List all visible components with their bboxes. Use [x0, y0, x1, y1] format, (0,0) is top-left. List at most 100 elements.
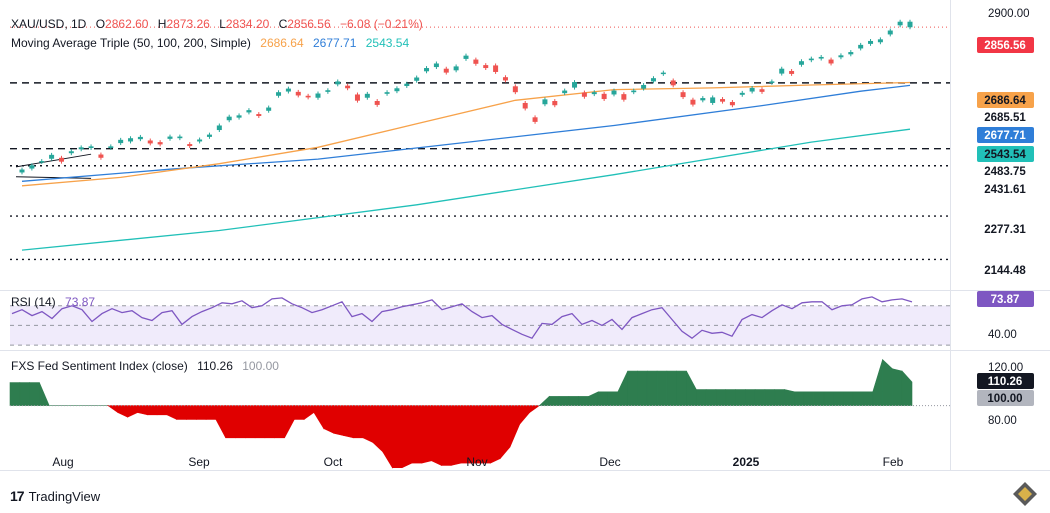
candle	[710, 97, 716, 103]
x-tick-label-Dec: Dec	[599, 455, 620, 469]
candle	[29, 165, 35, 169]
fed-area-segment	[333, 405, 344, 436]
candle	[493, 65, 499, 72]
fed-area-segment	[519, 405, 530, 425]
y-tick-label: 2900.00	[988, 8, 1030, 20]
fed-baseline-badge-bg	[977, 390, 1034, 406]
candle	[591, 92, 597, 95]
level-badge-5: 2144.48	[977, 262, 1034, 278]
fed-area-segment	[421, 405, 432, 464]
candle	[88, 146, 94, 148]
ma50-badge-bg	[977, 92, 1034, 108]
fed-y-tick-label: 120.00	[988, 362, 1023, 374]
level-badge-1-text: 2685.51	[984, 112, 1026, 124]
fed-area-segment	[637, 370, 648, 406]
fed-area-segment	[656, 370, 668, 406]
candle	[621, 94, 627, 100]
fed-area-segment	[578, 396, 589, 406]
fed-area-segment	[754, 389, 766, 406]
candle	[473, 59, 479, 64]
candle	[295, 91, 301, 96]
fed-area-segment	[509, 405, 521, 448]
fed-area-segment	[225, 405, 236, 439]
candle	[660, 72, 666, 75]
ma100-badge: 2677.71	[977, 127, 1034, 143]
fed-area-segment	[29, 382, 40, 406]
fed-area-segment	[784, 389, 795, 406]
candle	[394, 88, 400, 92]
candle	[167, 136, 173, 139]
x-tick-label-Oct: Oct	[324, 455, 343, 469]
candle	[601, 93, 607, 100]
candle	[611, 90, 617, 95]
fed-area-segment	[548, 396, 560, 406]
fed-area-segment	[176, 405, 187, 420]
x-tick-label-Feb: Feb	[883, 455, 904, 469]
candle	[818, 56, 824, 59]
ma100-line	[21, 84, 911, 182]
candle	[177, 136, 183, 139]
candle	[226, 116, 232, 121]
tradingview-brand[interactable]: 17 TradingView	[10, 488, 100, 504]
symbol-label[interactable]: XAU/USD, 1D	[11, 17, 87, 31]
ma200-badge: 2543.54	[977, 146, 1034, 162]
candle	[907, 21, 913, 28]
ma100-badge-text: 2677.71	[984, 130, 1026, 142]
ma50-value: 2686.64	[260, 36, 304, 50]
candle	[542, 99, 548, 105]
ma100-badge-bg	[977, 127, 1034, 143]
candle	[897, 21, 903, 26]
candle	[19, 169, 25, 173]
candle	[364, 93, 370, 98]
fed-area-segment	[499, 405, 511, 460]
fed-area-segment	[833, 391, 844, 406]
candle	[78, 147, 84, 150]
level-badge-2-text: 2483.75	[984, 166, 1026, 178]
candle	[276, 92, 282, 96]
fed-area-segment	[715, 389, 727, 406]
level-badge-2: 2483.75	[977, 163, 1034, 179]
candle	[443, 68, 449, 73]
fed-value: 110.26	[197, 359, 233, 373]
price-change: −6.08 (−0.21%)	[340, 17, 423, 31]
ohlc-low: L2834.20	[219, 17, 270, 31]
fed-area-segment	[146, 405, 158, 416]
fed-area-segment	[215, 405, 226, 438]
ma50-badge-text: 2686.64	[984, 95, 1026, 107]
candle	[868, 40, 874, 44]
level-badge-4: 2277.31	[977, 221, 1034, 237]
fed-badge-bg	[977, 373, 1034, 389]
fed-y-tick-label: 80.00	[988, 415, 1017, 427]
candle	[374, 101, 380, 105]
ma-indicator-label[interactable]: Moving Average Triple (50, 100, 200, Sim…	[11, 36, 251, 50]
fed-area-segment	[696, 389, 707, 406]
candle	[838, 55, 844, 58]
ohlc-high: H2873.26	[157, 17, 210, 31]
fed-area-segment	[372, 405, 383, 453]
fed-indicator-label[interactable]: FXS Fed Sentiment Index (close)	[11, 359, 188, 373]
last-price-badge-text: 2856.56	[984, 40, 1026, 52]
candle	[266, 107, 272, 111]
candle	[522, 102, 528, 109]
fed-area-segment	[705, 389, 717, 406]
rsi-band	[10, 305, 950, 346]
fed-area-segment	[852, 391, 864, 406]
candle	[808, 58, 814, 61]
candle	[424, 68, 430, 72]
fed-area-segment	[117, 405, 128, 418]
fed-area-segment	[617, 370, 628, 406]
fed-area-segment	[137, 405, 148, 416]
candle	[759, 89, 765, 92]
fed-area-segment	[538, 395, 550, 406]
fed-area-segment	[862, 391, 874, 406]
fed-baseline-value: 100.00	[242, 359, 279, 373]
fed-area-segment	[235, 405, 246, 439]
fed-area-segment	[774, 389, 785, 406]
candle	[49, 154, 55, 159]
rsi-line	[11, 296, 913, 340]
ma50-badge: 2686.64	[977, 92, 1034, 108]
candle	[147, 140, 153, 144]
fed-area-segment	[362, 405, 374, 443]
rsi-indicator-label[interactable]: RSI (14)	[11, 295, 56, 309]
